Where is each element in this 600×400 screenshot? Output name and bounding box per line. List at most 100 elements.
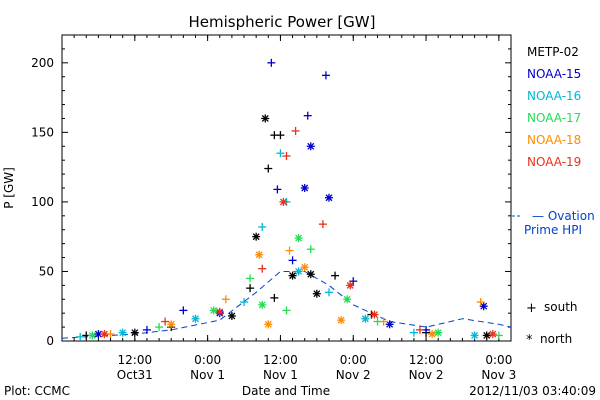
north-point [191,314,200,323]
south-point [221,295,230,304]
south-point [303,111,312,120]
ovation-label-line1: — Ovation [532,209,595,223]
plot-frame [61,34,512,342]
north-point [167,320,176,329]
y-axis-label: P [GW] [2,167,16,209]
south-point [276,131,285,140]
x-tick-label: 12:00 [409,353,444,367]
north-point [279,197,288,206]
marker-legend-north-symbol: * [526,333,533,348]
south-point [179,306,188,315]
y-tick-label: 150 [31,125,54,139]
legend: METP-02 NOAA-15 NOAA-16 NOAA-17 NOAA-18 NOAA-… [527,45,581,169]
legend-entry: METP-02 [527,45,579,59]
north-point [294,234,303,243]
x-axis-label: Date and Time [242,384,330,398]
south-point [273,185,282,194]
south-point [161,317,170,326]
south-point [409,328,418,337]
north-point [300,263,309,272]
x-tick-label-date: Nov 2 [336,368,371,382]
north-point [470,331,479,340]
south-point [324,288,333,297]
south-point [321,71,330,80]
footer-right: 2012/11/03 03:40:09 [469,384,596,398]
x-tick-label-date: Nov 1 [263,368,298,382]
north-point [252,232,261,241]
ovation-label-line2: Prime HPI [524,223,582,237]
south-point [142,325,151,334]
y-tick-label: 200 [31,56,54,70]
legend-entry: NOAA-15 [527,67,581,81]
legend-entry: NOAA-18 [527,133,581,147]
south-point [282,152,291,161]
x-tick-label: 0:00 [340,353,367,367]
x-tick-label: 12:00 [118,353,153,367]
x-tick-label: 0:00 [194,353,221,367]
hpi-line [61,271,512,339]
south-point [288,256,297,265]
south-point [276,149,285,158]
north-point [361,314,370,323]
north-point [482,331,491,340]
north-point [261,114,270,123]
south-point [282,306,291,315]
north-point [370,310,379,319]
marker-legend-north: north [540,332,572,346]
south-point [240,298,249,307]
north-point [215,307,224,316]
y-tick-label: 100 [31,195,54,209]
x-tick-label: 12:00 [263,353,298,367]
south-point [476,298,485,307]
north-point [337,316,346,325]
south-point [267,58,276,67]
x-tick-label-date: Nov 2 [409,368,444,382]
south-point [258,264,267,273]
north-point [258,300,267,309]
south-point [331,271,340,280]
x-tick-label-date: Oct31 [117,368,153,382]
north-point [209,306,218,315]
south-point [270,293,279,302]
north-point [255,250,264,259]
footer-left: Plot: CCMC [4,384,70,398]
south-point [264,164,273,173]
x-tick-label-date: Nov 1 [190,368,225,382]
south-point [379,317,388,326]
y-tick-label: 0 [46,334,54,348]
north-point [343,295,352,304]
south-point [494,331,503,340]
south-point [349,277,358,286]
legend-entry: NOAA-19 [527,155,581,169]
legend-entry: NOAA-16 [527,89,581,103]
marker-legend-south: south [544,300,578,314]
marker-legend-south-symbol: + [526,301,537,316]
south-point [318,220,327,229]
south-point [291,126,300,135]
ovation-hpi-series [61,271,512,339]
north-point [312,289,321,298]
north-point [346,281,355,290]
x-tick-label-date: Nov 3 [481,368,516,382]
chart-title: Hemispheric Power [GW] [189,13,376,31]
south-point [285,246,294,255]
legend-entry: NOAA-17 [527,111,581,125]
north-point [118,328,127,337]
south-point [155,323,164,332]
north-point [227,311,236,320]
data-marks [76,58,503,341]
south-point [246,274,255,283]
north-point [385,320,394,329]
south-point [246,284,255,293]
north-point [324,193,333,202]
north-point [300,184,309,192]
north-point [479,302,488,311]
north-point [288,271,297,280]
north-point [306,270,315,279]
south-point [415,325,424,334]
north-point [428,330,437,339]
north-point [94,330,103,339]
south-point [306,245,315,254]
